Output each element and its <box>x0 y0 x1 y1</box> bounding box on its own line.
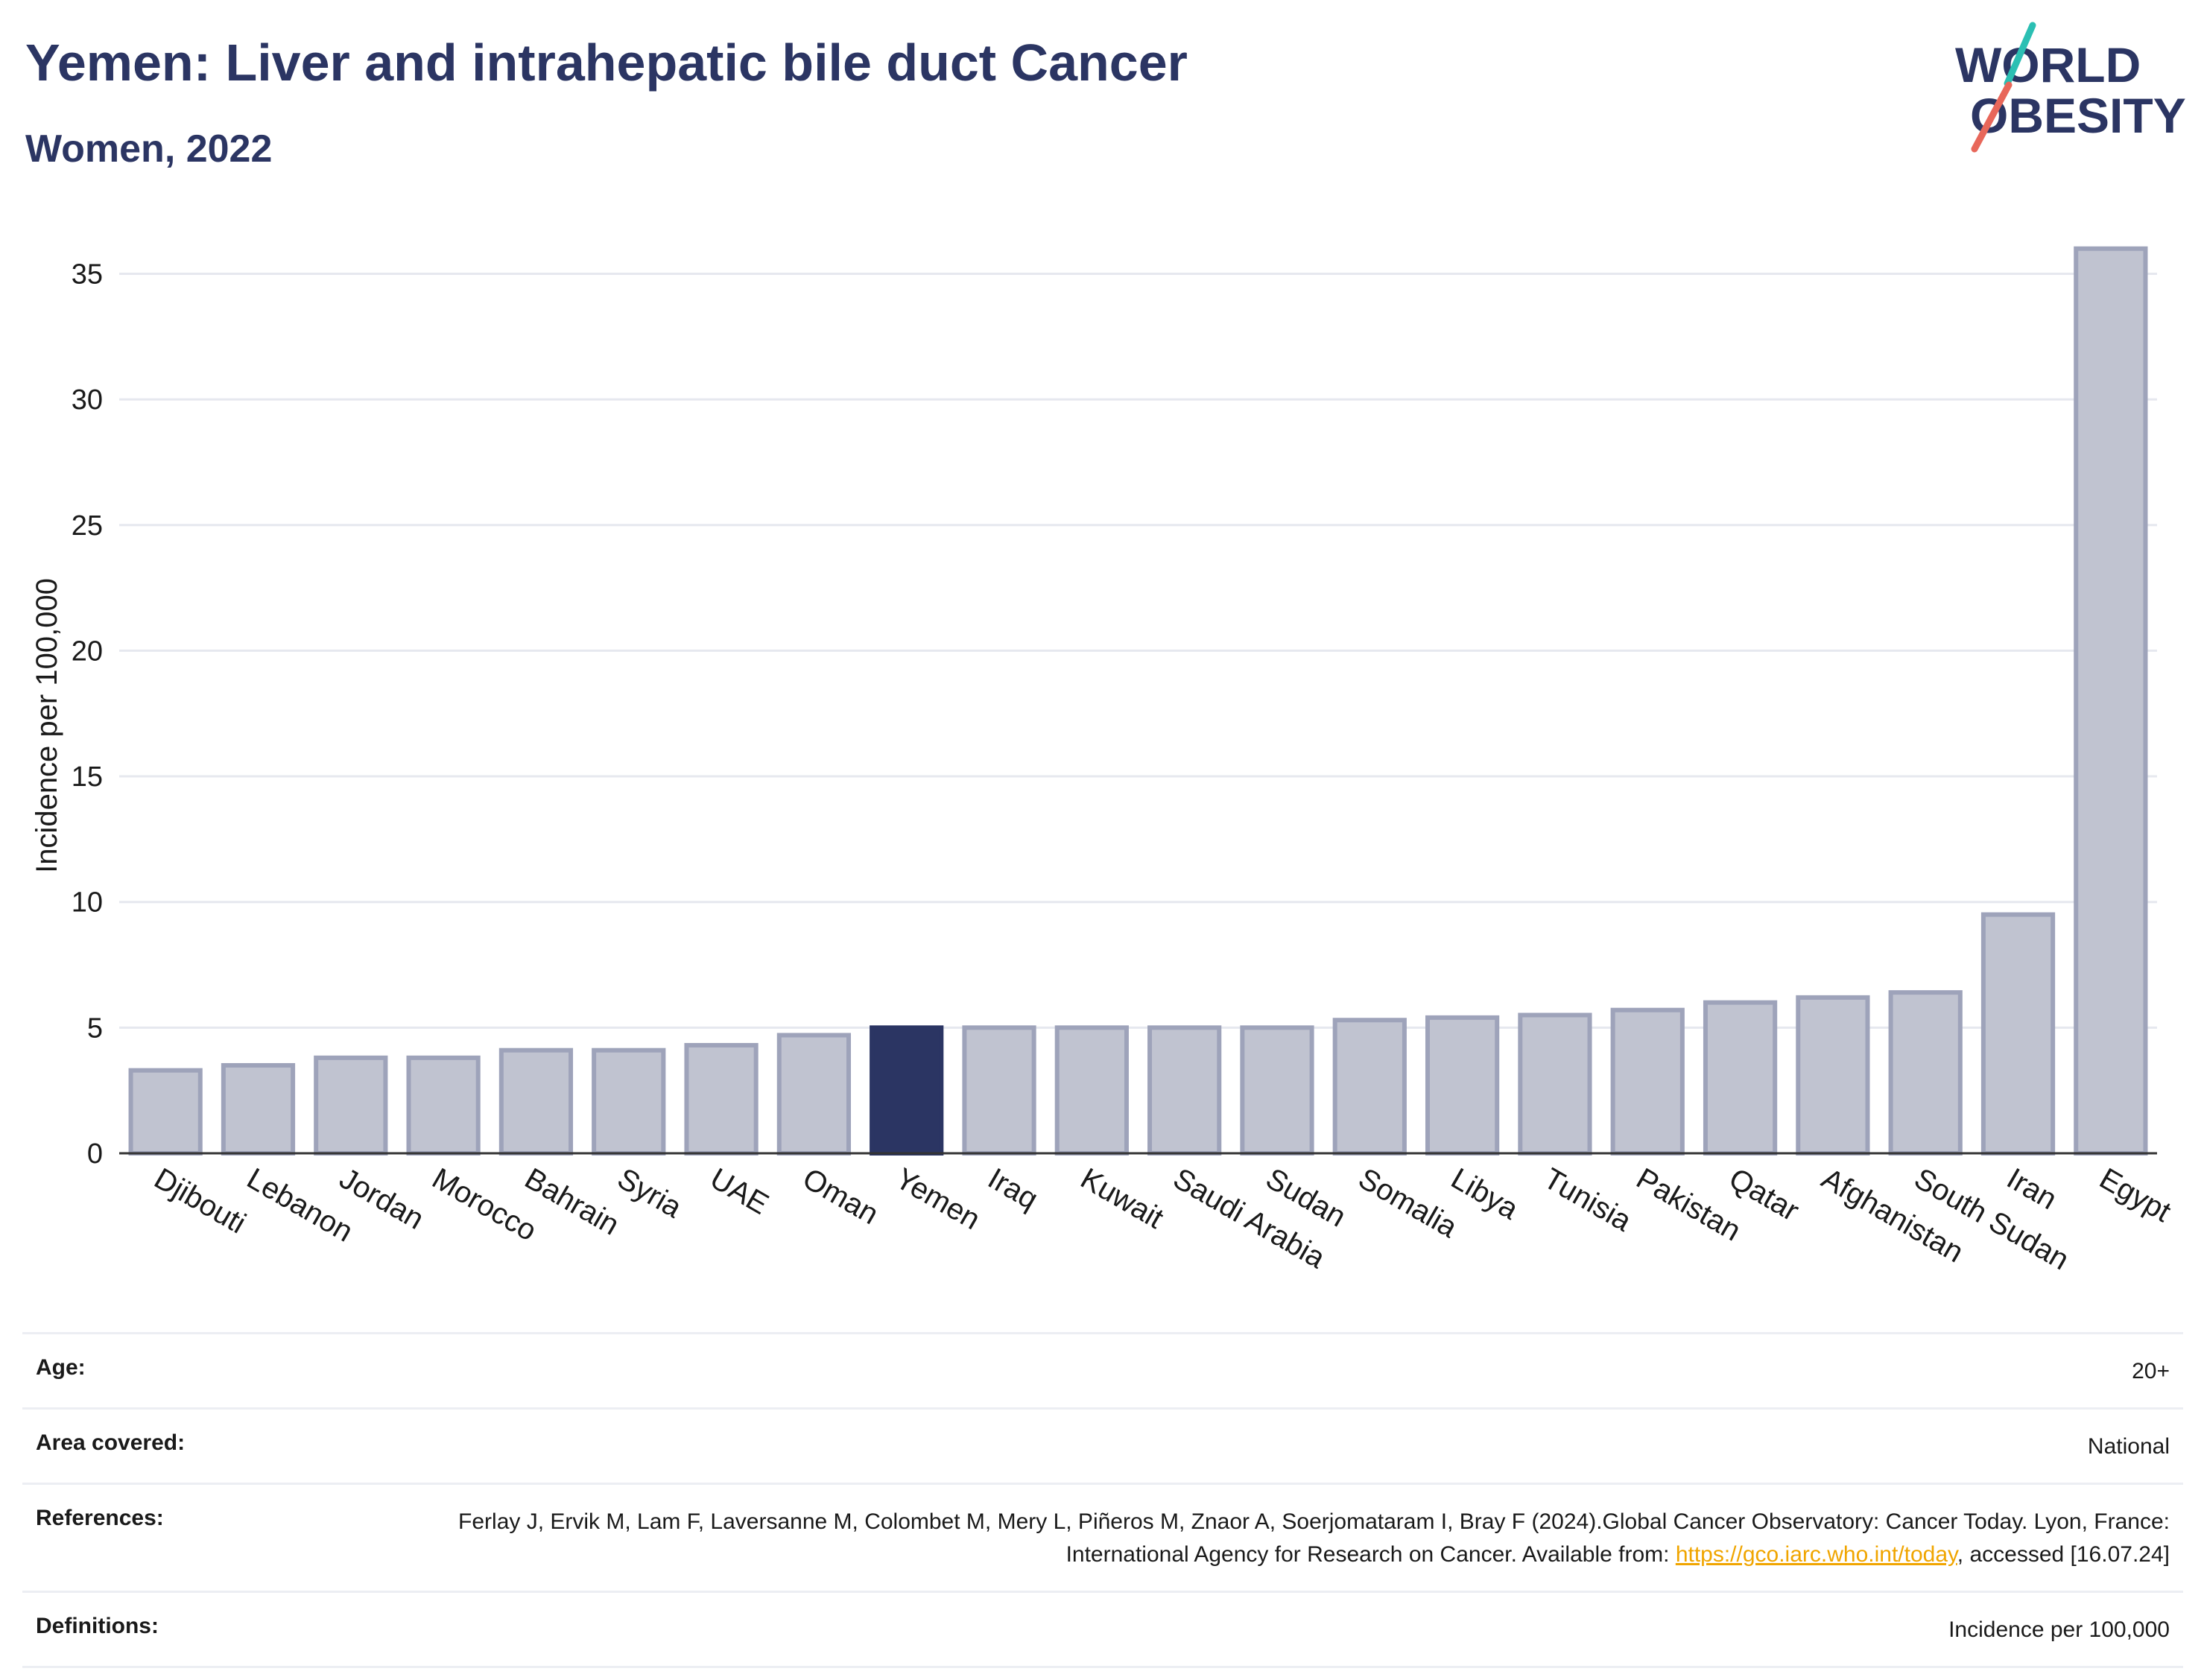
age-label: Age: <box>36 1355 86 1380</box>
x-tick-label: Tunisia <box>1538 1162 1637 1238</box>
bar-sudan <box>1240 1025 1314 1156</box>
bar-pakistan <box>1610 1007 1685 1156</box>
references-label: References: <box>36 1506 164 1530</box>
y-tick-label: 25 <box>72 510 103 542</box>
bar-bahrain <box>498 1047 574 1156</box>
world-obesity-logo: WORLD OBESITY <box>1955 22 2186 153</box>
bar-egypt <box>2074 246 2148 1156</box>
y-tick-label: 20 <box>72 635 103 667</box>
bar-iran <box>1980 912 2056 1156</box>
metadata-table: Age: 20+ Area covered: National Referenc… <box>22 1332 2183 1668</box>
bar-lebanon <box>221 1062 296 1156</box>
x-tick-label: Somalia <box>1353 1162 1463 1245</box>
x-tick-label: Yemen <box>890 1162 986 1237</box>
chart-title: Yemen: Liver and intrahepatic bile duct … <box>25 34 1188 92</box>
bar-syria <box>592 1047 666 1156</box>
y-tick-label: 10 <box>72 887 103 919</box>
bar-saudi-arabia <box>1147 1025 1222 1156</box>
meta-row-area: Area covered: National <box>22 1407 2183 1483</box>
bar-south-sudan <box>1888 990 1963 1156</box>
area-label: Area covered: <box>36 1430 186 1455</box>
bar-libya <box>1425 1015 1500 1156</box>
references-value: Ferlay J, Ervik M, Lam F, Laversanne M, … <box>419 1506 2170 1571</box>
bar-afghanistan <box>1796 995 1870 1156</box>
x-tick-label: Pakistan <box>1631 1162 1747 1248</box>
bar-djibouti <box>128 1068 203 1156</box>
bar-iraq <box>962 1025 1036 1156</box>
logo-line-1: WORLD <box>1955 37 2141 92</box>
bar-yemen <box>870 1025 944 1156</box>
x-tick-label: Djibouti <box>149 1162 252 1240</box>
definitions-value: Incidence per 100,000 <box>1948 1617 2170 1642</box>
bar-qatar <box>1703 1000 1778 1156</box>
meta-row-definitions: Definitions: Incidence per 100,000 <box>22 1591 2183 1668</box>
bar-morocco <box>406 1055 481 1156</box>
logo-slash-coral <box>1971 81 2013 153</box>
area-value: National <box>2087 1434 2170 1459</box>
bar-oman <box>776 1033 852 1156</box>
x-tick-label: Iran <box>2001 1162 2062 1217</box>
x-tick-label: UAE <box>705 1162 774 1221</box>
bar-tunisia <box>1518 1012 1592 1156</box>
logo-slash-teal <box>2004 22 2036 87</box>
bar-chart: 0 5 10 15 20 25 30 35 Incidence per 100,000 Djibo… <box>31 246 2176 1277</box>
x-tick-label: Lebanon <box>241 1162 358 1249</box>
meta-row-age: Age: 20+ <box>22 1332 2183 1407</box>
bar-somalia <box>1332 1018 1407 1156</box>
bar-kuwait <box>1054 1025 1129 1156</box>
x-tick-label: South Sudan <box>1909 1162 2074 1277</box>
y-tick-label: 0 <box>87 1138 103 1170</box>
y-tick-label: 30 <box>72 384 103 416</box>
bar-jordan <box>314 1055 388 1156</box>
age-value: 20+ <box>2132 1359 2170 1383</box>
x-tick-label: Egypt <box>2094 1162 2176 1229</box>
references-link[interactable]: https://gco.iarc.who.int/today <box>1675 1542 1957 1567</box>
y-tick-label: 15 <box>72 761 103 793</box>
x-tick-label: Oman <box>797 1162 884 1232</box>
x-tick-label: Kuwait <box>1075 1162 1169 1235</box>
y-tick-label: 35 <box>72 259 103 290</box>
definitions-label: Definitions: <box>36 1614 159 1638</box>
meta-row-references: References: Ferlay J, Ervik M, Lam F, La… <box>22 1483 2183 1591</box>
x-tick-label: Iraq <box>983 1162 1044 1217</box>
references-text-1: Ferlay J, Ervik M, Lam F, Laversanne M, … <box>458 1509 2170 1567</box>
y-axis-title: Incidence per 100,000 <box>31 578 63 873</box>
chart-subtitle: Women, 2022 <box>25 127 273 171</box>
bar-uae <box>684 1042 759 1156</box>
y-tick-label: 5 <box>87 1012 103 1044</box>
x-tick-label: Morocco <box>427 1162 542 1248</box>
references-text-2: , accessed [16.07.24] <box>1957 1542 2170 1567</box>
